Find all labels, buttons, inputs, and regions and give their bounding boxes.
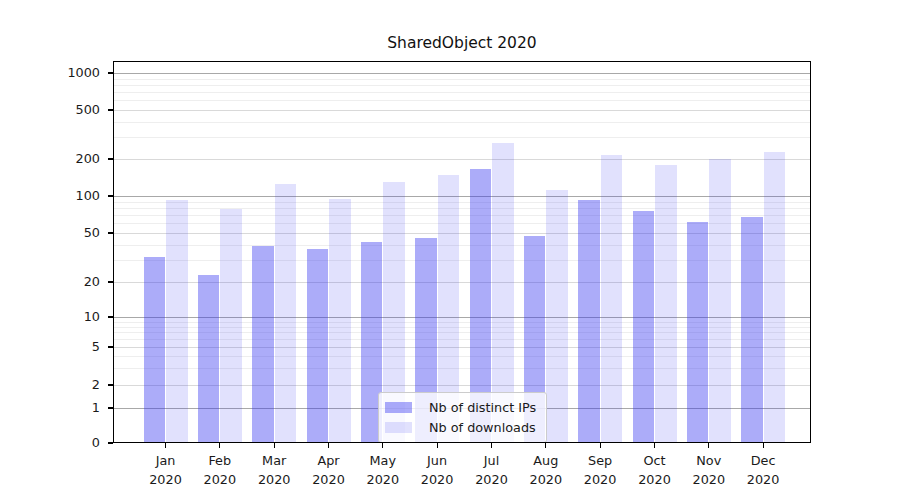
bar-nb-of-downloads-sep [601,155,623,443]
x-tick-label-dec: Dec 2020 [728,451,798,489]
legend-entry-downloads: Nb of downloads [385,417,536,437]
gridline-90 [113,202,811,203]
y-tick-label-2: 2 [28,376,100,394]
gridline-400 [113,122,811,123]
x-tick-jun [437,443,438,448]
gridline-600 [113,100,811,101]
legend-label-distinct-ips: Nb of distinct IPs [429,400,536,415]
y-tick-label-10: 10 [28,308,100,326]
y-tick-label-5: 5 [28,338,100,356]
x-tick-nov [708,443,709,448]
gridline-500 [113,110,811,111]
bar-nb-of-distinct-ips-oct [633,211,655,443]
y-tick-label-100: 100 [28,187,100,205]
bar-nb-of-downloads-aug [546,190,568,443]
y-tick-label-1000: 1000 [28,64,100,82]
gridline-1000 [113,73,811,74]
gridline-200 [113,159,811,160]
gridline-700 [113,92,811,93]
gridline-300 [113,137,811,138]
legend-label-downloads: Nb of downloads [429,420,536,435]
y-tick-label-50: 50 [28,224,100,242]
x-tick-jul [491,443,492,448]
y-tick-label-500: 500 [28,101,100,119]
figure: SharedObject 2020 0 1 2 5 10 20 50 100 200 500 100… [0,0,900,500]
x-tick-apr [328,443,329,448]
legend-swatch-distinct-ips [385,402,412,413]
bar-nb-of-downloads-dec [764,152,786,444]
legend-swatch-downloads [385,422,412,433]
bar-nb-of-downloads-oct [655,165,677,443]
gridline-900 [113,79,811,80]
bar-nb-of-distinct-ips-sep [578,200,600,443]
gridline-70 [113,215,811,216]
bar-nb-of-distinct-ips-feb [198,275,220,444]
bar-nb-of-downloads-jan [166,200,188,443]
x-tick-jan [165,443,166,448]
legend: Nb of distinct IPs Nb of downloads [378,392,547,443]
y-tick-label-20: 20 [28,273,100,291]
y-tick-label-0: 0 [28,434,100,452]
legend-entry-distinct-ips: Nb of distinct IPs [385,397,536,417]
bar-nb-of-distinct-ips-dec [741,217,763,443]
y-tick-label-200: 200 [28,150,100,168]
bar-nb-of-distinct-ips-mar [252,246,274,443]
bar-nb-of-distinct-ips-apr [307,249,329,443]
bar-nb-of-downloads-mar [275,184,297,443]
chart-title: SharedObject 2020 [113,34,811,52]
bar-nb-of-downloads-apr [329,199,351,443]
y-tick-label-1: 1 [28,399,100,417]
gridline-100 [113,196,811,197]
x-tick-aug [545,443,546,448]
x-tick-oct [654,443,655,448]
gridline-80 [113,208,811,209]
bar-nb-of-downloads-feb [220,209,242,443]
y-tick-0 [108,442,113,443]
bar-nb-of-distinct-ips-nov [687,222,709,444]
bar-nb-of-distinct-ips-jan [144,257,166,443]
x-tick-dec [763,443,764,448]
x-tick-may [382,443,383,448]
gridline-800 [113,85,811,86]
plot-area [113,61,811,443]
x-tick-sep [600,443,601,448]
x-tick-mar [274,443,275,448]
x-tick-feb [219,443,220,448]
bar-nb-of-downloads-nov [709,159,731,443]
